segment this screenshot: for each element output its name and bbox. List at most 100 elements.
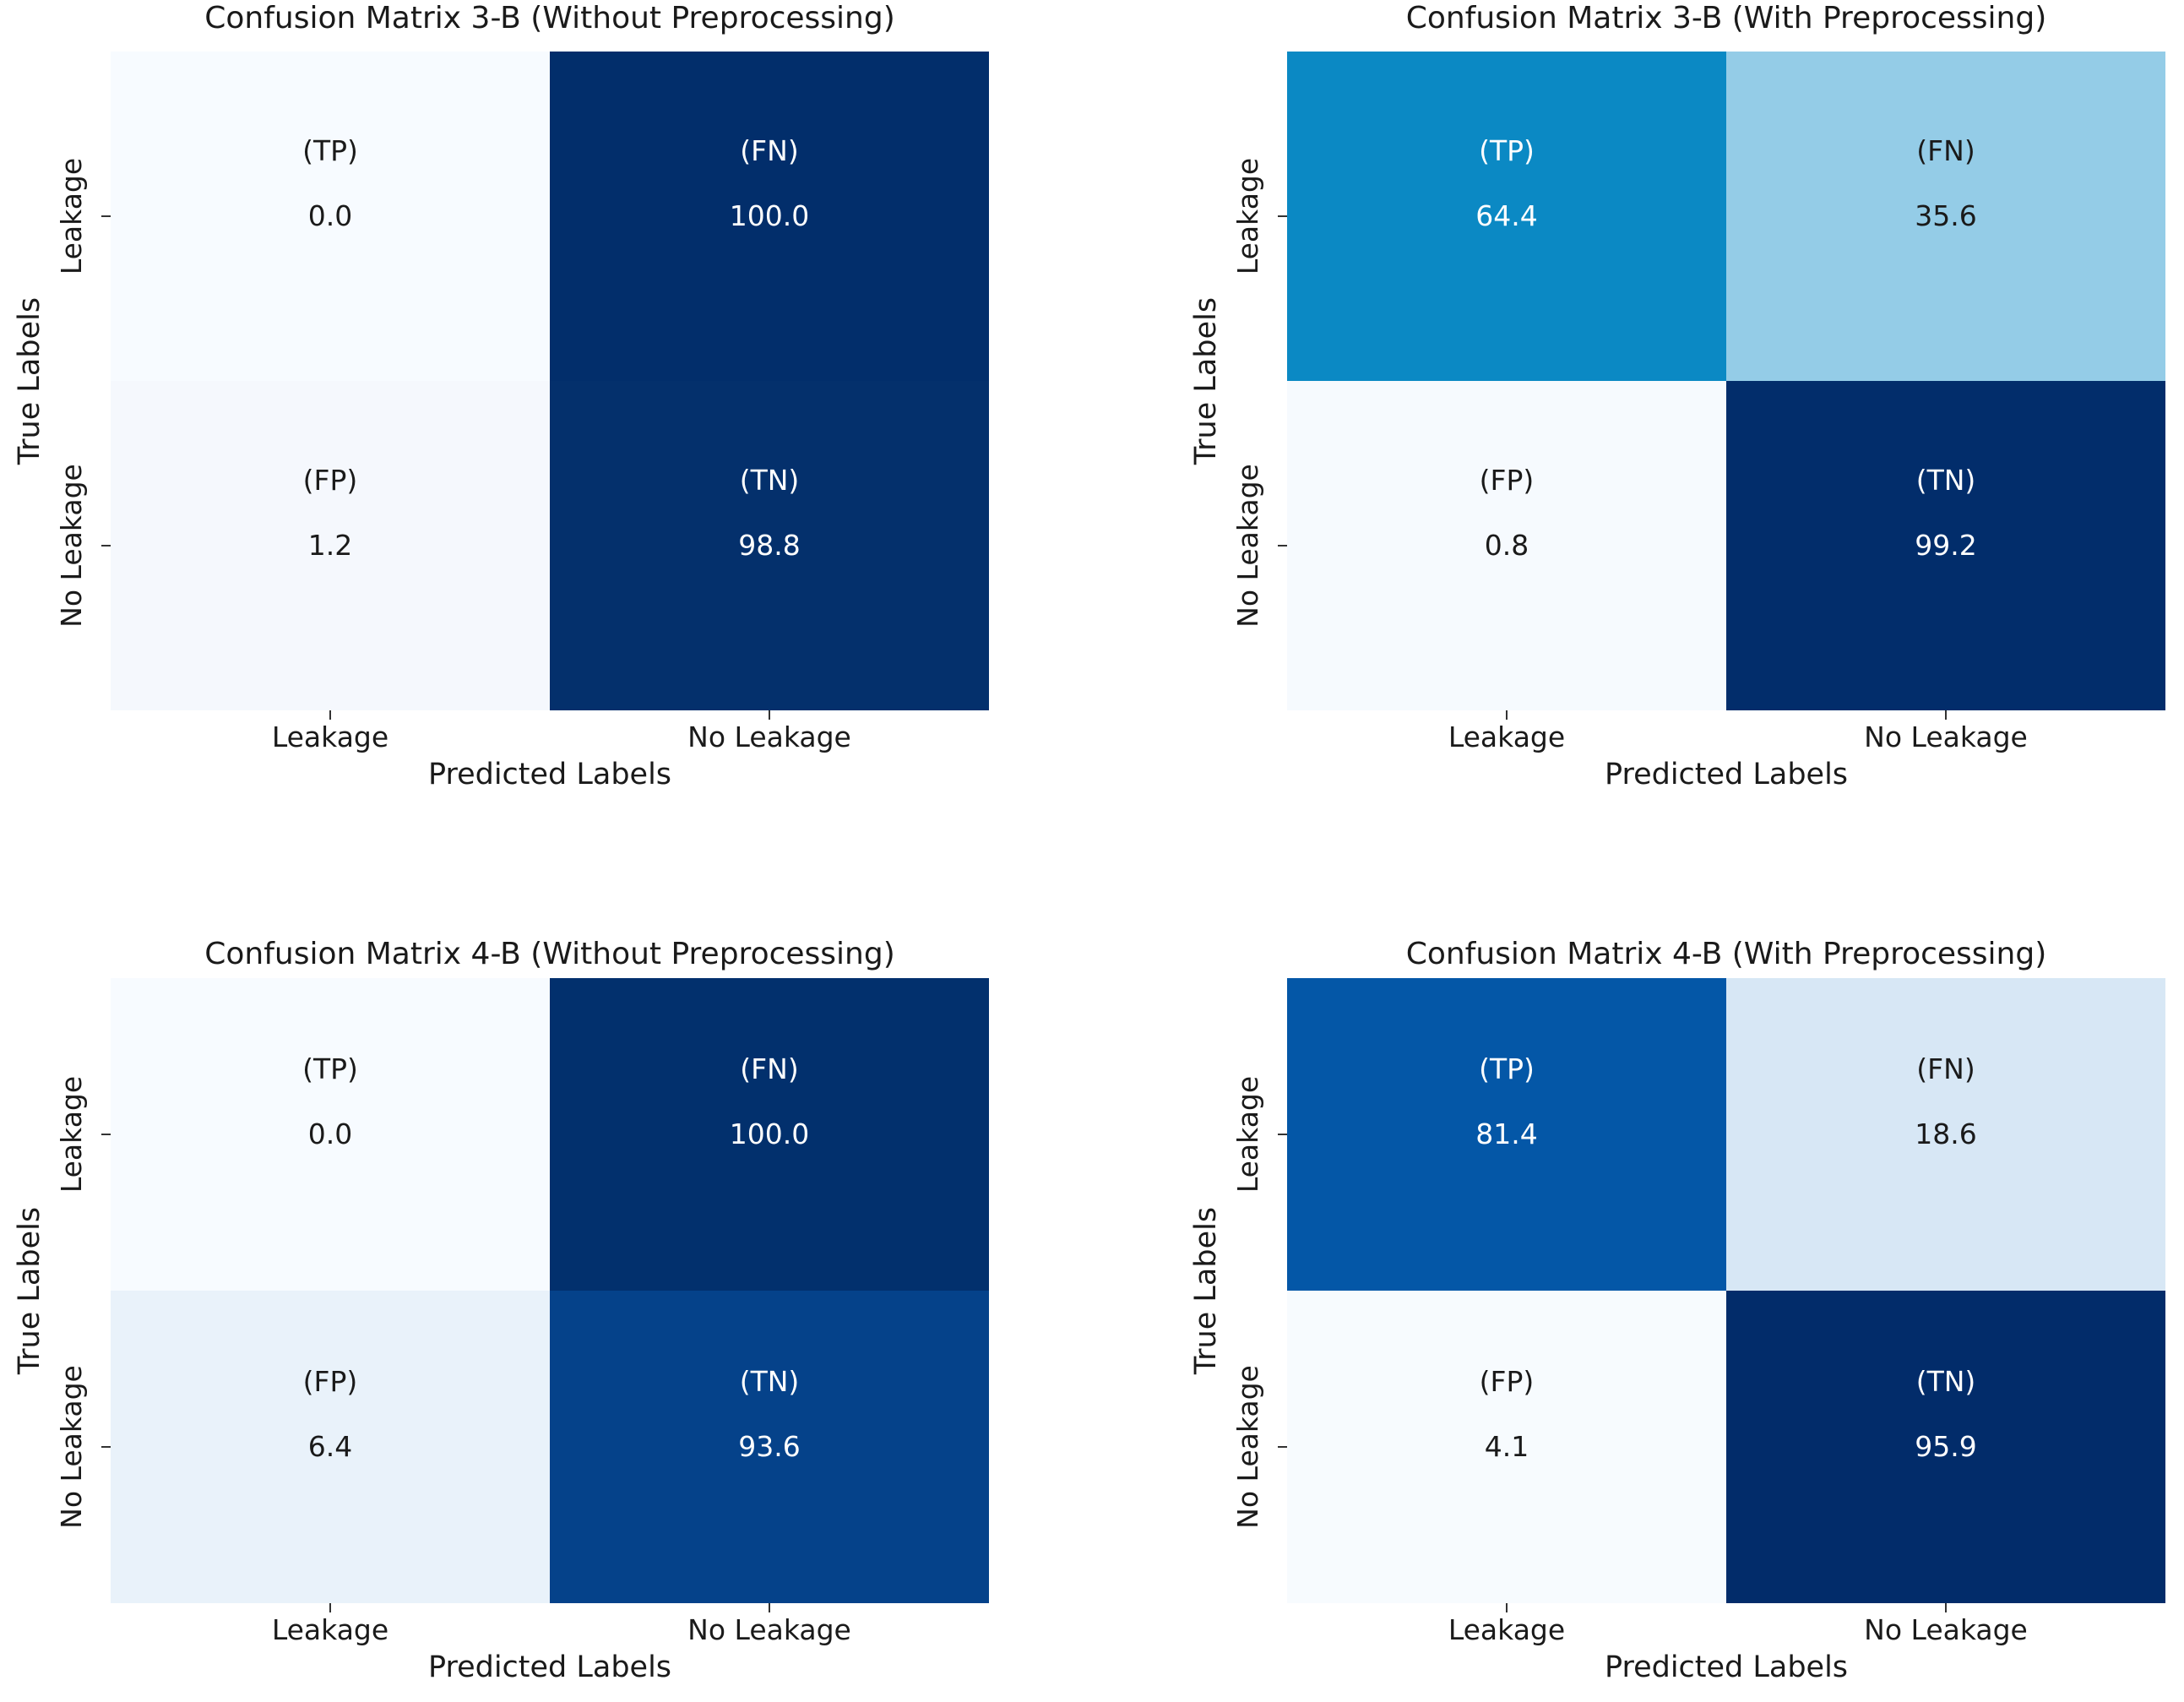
x-axis-label: Predicted Labels [427,758,672,791]
plot-title: Confusion Matrix 3-B (Without Preprocess… [204,1,895,35]
cell-value: 4.1 [1484,1430,1529,1463]
y-axis-label: True Labels [1189,296,1223,465]
cell-value: 100.0 [729,1117,810,1150]
x-tick-label-no-leakage: No Leakage [687,1613,851,1646]
cell-true-negative: (TN) 99.2 [1726,381,2165,710]
plot-title: Confusion Matrix 3-B (With Preprocessing… [1405,1,2047,35]
cell-value: 99.2 [1915,529,1977,562]
cell-label: (TN) [1915,1365,1976,1398]
cell-label: (TN) [1915,464,1976,497]
cell-false-positive: (FP) 0.8 [1287,381,1726,710]
cell-true-positive: (TP) 0.0 [111,978,550,1291]
cell-false-positive: (FP) 6.4 [111,1291,550,1603]
y-tick-label-leakage: Leakage [1231,157,1264,275]
cell-true-positive: (TP) 81.4 [1287,978,1726,1291]
x-axis-tick [769,710,770,720]
y-axis-label: True Labels [13,296,46,465]
confusion-matrix-heatmap: (TP) 81.4 (FN) 18.6 (FP) 4.1 (TN) 95.9 [1287,978,2165,1603]
x-tick-label-no-leakage: No Leakage [687,720,851,753]
axes-area: Confusion Matrix 3-B (Without Preprocess… [13,1,989,791]
cell-true-positive: (TP) 64.4 [1287,52,1726,381]
x-axis-tick [329,710,331,720]
x-axis-tick [769,1603,770,1612]
cell-label: (TN) [739,1365,800,1398]
plot-title: Confusion Matrix 4-B (Without Preprocess… [204,937,895,971]
x-axis-tick [1506,710,1508,720]
cell-label: (TP) [1479,1052,1535,1085]
x-tick-label-no-leakage: No Leakage [1864,1613,2028,1646]
cell-value: 93.6 [738,1430,801,1463]
y-tick-label-no-leakage: No Leakage [55,1365,88,1529]
axes-area: Confusion Matrix 3-B (With Preprocessing… [1189,1,2165,791]
confusion-matrix-heatmap: (TP) 0.0 (FN) 100.0 (FP) 1.2 (TN) 98.8 [111,52,989,710]
y-axis-tick [101,1446,111,1448]
cell-label: (FN) [740,134,799,167]
axes-area: Confusion Matrix 4-B (With Preprocessing… [1189,937,2165,1684]
cell-true-negative: (TN) 95.9 [1726,1291,2165,1603]
y-axis-tick [1278,1446,1287,1448]
y-axis-tick [1278,1134,1287,1135]
cell-label: (FN) [1916,1052,1975,1085]
cell-label: (TN) [739,464,800,497]
cell-value: 100.0 [729,199,810,232]
cell-true-negative: (TN) 93.6 [550,1291,989,1603]
x-tick-label-no-leakage: No Leakage [1864,720,2028,753]
cell-label: (FP) [302,1365,358,1398]
y-tick-label-no-leakage: No Leakage [55,464,88,628]
y-axis-tick [1278,215,1287,217]
cell-false-positive: (FP) 4.1 [1287,1291,1726,1603]
cell-false-negative: (FN) 35.6 [1726,52,2165,381]
cell-false-negative: (FN) 100.0 [550,978,989,1291]
x-tick-label-leakage: Leakage [271,720,389,753]
cell-value: 35.6 [1915,199,1977,232]
cell-value: 95.9 [1915,1430,1977,1463]
x-axis-tick [1945,710,1947,720]
cell-label: (FP) [1479,1365,1535,1398]
cell-value: 64.4 [1475,199,1538,232]
confusion-matrix-heatmap: (TP) 64.4 (FN) 35.6 (FP) 0.8 (TN) 99.2 [1287,52,2165,710]
y-tick-label-no-leakage: No Leakage [1231,464,1264,628]
x-axis-label: Predicted Labels [1604,758,1849,791]
cell-value: 81.4 [1475,1117,1538,1150]
y-tick-label-leakage: Leakage [55,157,88,275]
axes-area: Confusion Matrix 4-B (Without Preprocess… [13,937,989,1684]
y-axis-label: True Labels [1189,1206,1223,1375]
x-axis-tick [1506,1603,1508,1612]
x-axis-tick [1945,1603,1947,1612]
cell-true-positive: (TP) 0.0 [111,52,550,381]
x-tick-label-leakage: Leakage [1448,1613,1566,1646]
y-axis-tick [101,215,111,217]
x-tick-label-leakage: Leakage [1448,720,1566,753]
y-axis-tick [101,545,111,546]
subplot-3b-with-preprocessing: Confusion Matrix 3-B (With Preprocessing… [1092,0,2184,851]
x-axis-tick [329,1603,331,1612]
subplot-3b-without-preprocessing: Confusion Matrix 3-B (Without Preprocess… [0,0,1092,851]
y-tick-label-leakage: Leakage [1231,1075,1264,1194]
cell-label: (FP) [1479,464,1535,497]
y-axis-tick [101,1134,111,1135]
cell-true-negative: (TN) 98.8 [550,381,989,710]
x-tick-label-leakage: Leakage [271,1613,389,1646]
cell-label: (FN) [1916,134,1975,167]
cell-label: (TP) [302,1052,358,1085]
confusion-matrix-heatmap: (TP) 0.0 (FN) 100.0 (FP) 6.4 (TN) 93.6 [111,978,989,1603]
cell-value: 18.6 [1915,1117,1977,1150]
cell-label: (FN) [740,1052,799,1085]
subplot-4b-with-preprocessing: Confusion Matrix 4-B (With Preprocessing… [1092,851,2184,1702]
cell-label: (TP) [1479,134,1535,167]
y-axis-tick [1278,545,1287,546]
cell-value: 6.4 [307,1430,353,1463]
x-axis-label: Predicted Labels [1604,1650,1849,1684]
cell-false-negative: (FN) 100.0 [550,52,989,381]
cell-false-positive: (FP) 1.2 [111,381,550,710]
cell-false-negative: (FN) 18.6 [1726,978,2165,1291]
subplot-4b-without-preprocessing: Confusion Matrix 4-B (Without Preprocess… [0,851,1092,1702]
y-axis-label: True Labels [13,1206,46,1375]
cell-value: 0.8 [1484,529,1529,562]
y-tick-label-leakage: Leakage [55,1075,88,1194]
cell-value: 1.2 [307,529,353,562]
cell-label: (TP) [302,134,358,167]
cell-value: 0.0 [307,1117,353,1150]
cell-value: 98.8 [738,529,801,562]
